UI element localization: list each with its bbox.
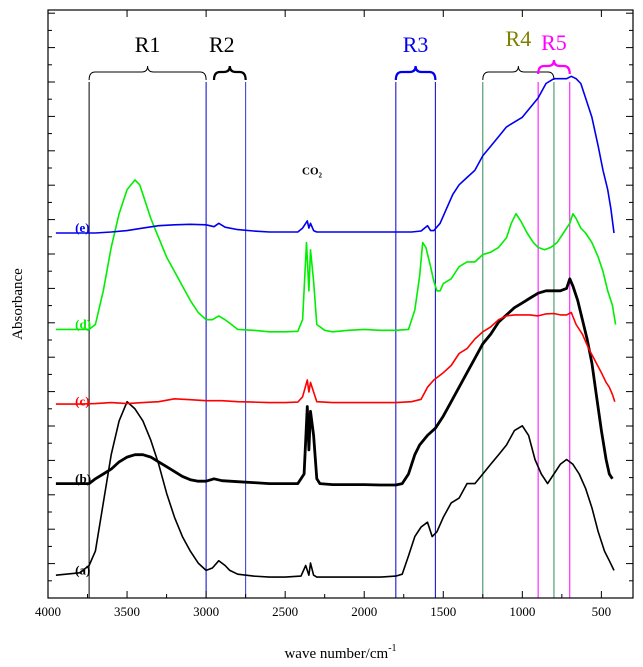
region-boundary-lines (88, 82, 571, 598)
region-label: R3 (403, 32, 429, 57)
y-axis-ticks (48, 12, 633, 599)
region-bracket (537, 59, 571, 75)
series-line (55, 75, 615, 234)
series-label: (d) (75, 317, 91, 332)
region-bracket (212, 65, 247, 81)
region-bracket (482, 65, 555, 81)
y-axis-label: Absorbance (10, 268, 26, 340)
x-tick-label: 3000 (193, 604, 219, 619)
series-label: (c) (75, 394, 89, 409)
region-label: R4 (506, 26, 532, 51)
x-axis-label: wave number/cm-1 (284, 643, 396, 662)
series-line (55, 179, 617, 333)
series-line (55, 400, 615, 578)
x-tick-label: 2500 (272, 604, 298, 619)
x-tick-label: 1500 (430, 604, 456, 619)
x-axis-ticks: 4000 3500 3000 2500 2000 1500 1000 500 (35, 10, 611, 619)
region-label: R5 (541, 30, 567, 55)
region-brackets: R1 R2 R3 R4 R5 (88, 26, 571, 81)
series-line (55, 311, 616, 405)
spectra-series (55, 75, 617, 578)
annotations: CO2 (302, 165, 323, 179)
x-tick-label: 2000 (351, 604, 377, 619)
x-tick-label: 4000 (35, 604, 61, 619)
x-tick-label: 1000 (509, 604, 535, 619)
plot-frame (47, 9, 634, 599)
series-label: (b) (75, 471, 91, 486)
x-tick-label: 500 (592, 604, 612, 619)
co2-annotation: CO2 (302, 165, 323, 179)
x-tick-label: 3500 (114, 604, 140, 619)
region-label: R1 (135, 32, 161, 57)
series-labels: (a) (b) (c) (d) (e) (75, 220, 91, 577)
region-bracket (394, 65, 437, 81)
series-label: (e) (75, 220, 89, 235)
series-label: (a) (75, 562, 90, 577)
region-label: R2 (209, 32, 235, 57)
region-bracket (88, 65, 207, 81)
series-line (55, 277, 614, 487)
